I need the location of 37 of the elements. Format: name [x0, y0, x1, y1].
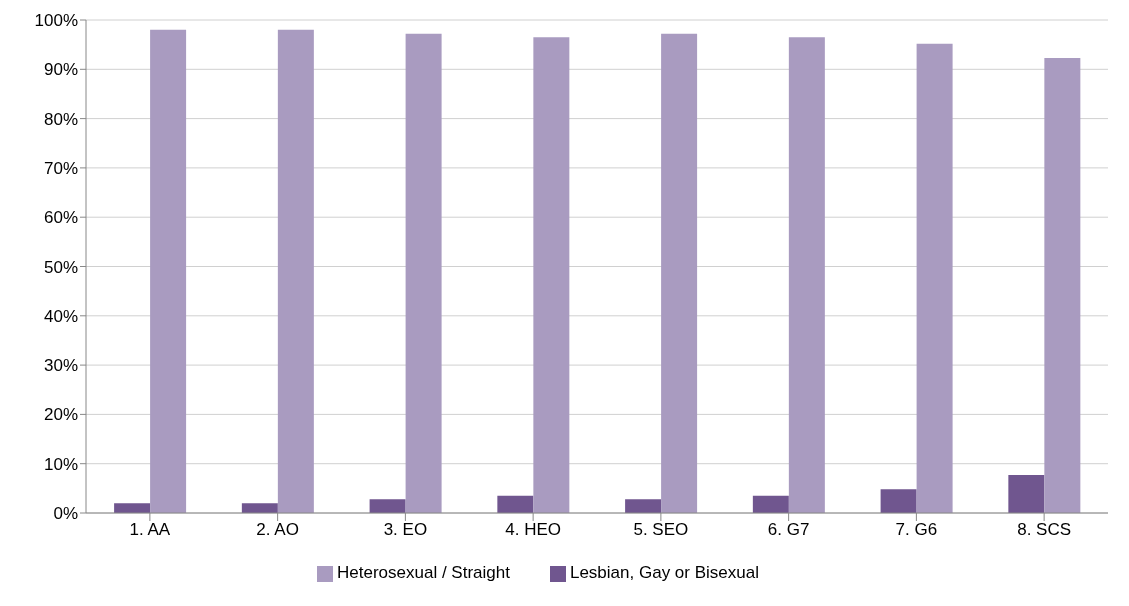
bar — [241, 503, 278, 513]
bar — [788, 37, 825, 513]
bar — [497, 495, 534, 513]
legend-label: Lesbian, Gay or Bisexual — [569, 563, 759, 582]
x-tick-label: 7. G6 — [895, 520, 938, 540]
y-tick-label: 60% — [43, 208, 78, 228]
bar — [916, 43, 953, 513]
y-tick-label: 30% — [43, 356, 78, 376]
x-tick-label: 3. EO — [383, 520, 428, 540]
bar — [369, 499, 406, 513]
y-tick-label: 20% — [43, 405, 78, 425]
bar — [405, 33, 442, 513]
y-tick-label: 40% — [43, 306, 78, 326]
bar — [752, 495, 789, 513]
y-tick-label: 80% — [43, 109, 78, 129]
bar — [625, 499, 662, 513]
y-tick-label: 50% — [43, 257, 78, 277]
y-tick-label: 100% — [34, 11, 78, 31]
x-tick-label: 6. G7 — [767, 520, 810, 540]
bar — [661, 33, 698, 513]
y-tick-label: 70% — [43, 158, 78, 178]
x-tick-label: 5. SEO — [633, 520, 689, 540]
x-tick-label: 8. SCS — [1017, 520, 1072, 540]
x-tick-label: 4. HEO — [505, 520, 561, 540]
x-tick-label: 2. AO — [256, 520, 299, 540]
y-tick-label: 10% — [43, 454, 78, 474]
bar — [533, 37, 570, 513]
y-tick-label: 90% — [43, 60, 78, 80]
bar — [277, 29, 314, 513]
x-tick-label: 1. AA — [129, 520, 171, 540]
y-tick-label: 0% — [53, 504, 78, 524]
bar — [1008, 475, 1045, 513]
bar — [1044, 57, 1081, 513]
bar — [880, 489, 917, 513]
bar — [150, 29, 187, 513]
legend-label: Heterosexual / Straight — [337, 563, 510, 582]
bar — [114, 503, 151, 513]
